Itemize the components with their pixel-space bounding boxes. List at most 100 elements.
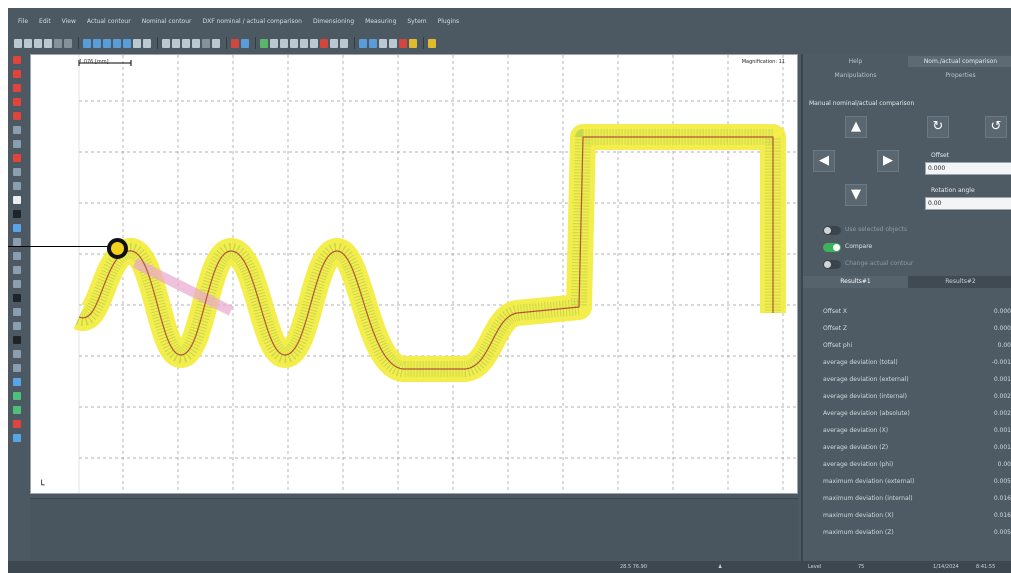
symmetry-tool-icon[interactable] xyxy=(13,182,21,190)
chamfer-tool-icon[interactable] xyxy=(13,322,21,330)
tab-nominal-actual-comparison[interactable]: Nom./actual comparison xyxy=(908,56,1011,67)
menu-nominal-contour[interactable]: Nominal contour xyxy=(141,18,192,25)
menu-file[interactable]: File xyxy=(18,18,29,25)
info-icon[interactable] xyxy=(359,38,367,48)
text-tool-icon[interactable] xyxy=(13,196,21,204)
move-right-button[interactable]: ▶ xyxy=(877,150,899,172)
tab-properties[interactable]: Properties xyxy=(945,72,976,79)
step-tool-icon[interactable] xyxy=(13,252,21,260)
cone-tool-icon[interactable] xyxy=(13,364,21,372)
result-row: average deviation (X) 0.001 xyxy=(823,427,1011,434)
rotate-clockwise-button[interactable]: ↻ xyxy=(927,116,949,138)
zoom-level-label[interactable]: Level xyxy=(808,564,822,570)
rotation-angle-input[interactable]: 0.00 xyxy=(925,197,1011,210)
menu-system[interactable]: Sytem xyxy=(407,18,427,25)
menu-view[interactable]: View xyxy=(61,18,76,25)
intersection-icon[interactable] xyxy=(300,38,308,48)
star-icon[interactable] xyxy=(409,38,417,48)
camera-icon[interactable] xyxy=(241,38,249,48)
edge-tool-icon[interactable] xyxy=(13,224,21,232)
zoom-fit-icon[interactable] xyxy=(103,38,111,48)
use-selected-objects-toggle[interactable] xyxy=(823,226,841,235)
distance-icon[interactable] xyxy=(310,38,318,48)
rotate-counterclockwise-button[interactable]: ↺ xyxy=(985,116,1007,138)
export-icon[interactable] xyxy=(64,38,72,48)
line-tool-icon[interactable] xyxy=(13,70,21,78)
stop-icon[interactable] xyxy=(231,38,239,48)
groove-tool-icon[interactable] xyxy=(13,280,21,288)
point-tool-icon[interactable] xyxy=(13,56,21,64)
compare-toggle[interactable] xyxy=(823,243,841,252)
tolerance-tool-icon[interactable] xyxy=(13,392,21,400)
slope-tool-icon[interactable] xyxy=(13,350,21,358)
filter-icon[interactable] xyxy=(270,38,278,48)
tab-help[interactable]: Help xyxy=(848,58,863,65)
zoom-percent-label[interactable]: 75 xyxy=(858,564,865,570)
delete-icon[interactable] xyxy=(320,38,328,48)
menu-measuring[interactable]: Measuring xyxy=(365,18,397,25)
move-down-button[interactable]: ▼ xyxy=(845,184,867,206)
new-file-icon[interactable] xyxy=(14,38,22,48)
distance-tool-icon[interactable] xyxy=(13,140,21,148)
redraw-icon[interactable] xyxy=(143,38,151,48)
save-icon[interactable] xyxy=(34,38,42,48)
plugin-icon[interactable] xyxy=(428,38,436,48)
measure-angle-icon[interactable] xyxy=(202,38,210,48)
select-icon[interactable] xyxy=(162,38,170,48)
rotate-clockwise-icon: ↻ xyxy=(932,119,944,134)
settings-icon[interactable] xyxy=(369,38,377,48)
contour-tool-icon[interactable] xyxy=(13,210,21,218)
export-tool-icon[interactable] xyxy=(13,434,21,442)
change-actual-contour-toggle[interactable] xyxy=(823,260,841,269)
measure-circle-icon[interactable] xyxy=(192,38,200,48)
tab-results-2[interactable]: Results#2 xyxy=(908,276,1011,288)
profile-tool-icon[interactable] xyxy=(13,266,21,274)
triangle-tool-icon[interactable] xyxy=(13,378,21,386)
hole-tool-icon[interactable] xyxy=(13,294,21,302)
grid-icon[interactable] xyxy=(340,38,348,48)
measurement-canvas[interactable]: └ 1.076 [mm] Magnification: 11 xyxy=(30,54,798,494)
tab-results-1[interactable]: Results#1 xyxy=(803,276,908,288)
pan-icon[interactable] xyxy=(133,38,141,48)
tab-manipulations[interactable]: Manipulations xyxy=(834,72,877,79)
menu-actual-contour[interactable]: Actual contour xyxy=(86,18,131,25)
result-row: average deviation (total) -0.001 xyxy=(823,359,1011,366)
menu-plugins[interactable]: Plugins xyxy=(437,18,460,25)
measure-line-icon[interactable] xyxy=(182,38,190,48)
offset-input[interactable]: 0.000 xyxy=(925,162,1011,175)
save-as-icon[interactable] xyxy=(44,38,52,48)
filter-tool-icon[interactable] xyxy=(13,238,21,246)
angle-tool-icon[interactable] xyxy=(13,126,21,134)
frame-tool-icon[interactable] xyxy=(13,336,21,344)
document-icon[interactable] xyxy=(379,38,387,48)
thread-tool-icon[interactable] xyxy=(13,308,21,316)
print-icon[interactable] xyxy=(54,38,62,48)
tangent-tool-icon[interactable] xyxy=(13,168,21,176)
offset-label: Offset xyxy=(931,152,950,159)
zoom-previous-icon[interactable] xyxy=(123,38,131,48)
menu-dimensioning[interactable]: Dimensioning xyxy=(312,18,355,25)
menu-edit[interactable]: Edit xyxy=(39,18,51,25)
radius-tool-icon[interactable] xyxy=(13,112,21,120)
report-icon[interactable] xyxy=(212,38,220,48)
toolbar-separator xyxy=(78,37,79,49)
database-icon[interactable] xyxy=(389,38,397,48)
open-file-icon[interactable] xyxy=(24,38,32,48)
circle-tool-icon[interactable] xyxy=(13,84,21,92)
compare-tool-icon[interactable] xyxy=(13,406,21,414)
arc-tool-icon[interactable] xyxy=(13,98,21,106)
measure-point-icon[interactable] xyxy=(172,38,180,48)
layer-icon[interactable] xyxy=(330,38,338,48)
fit-line-icon[interactable] xyxy=(280,38,288,48)
intersection-tool-icon[interactable] xyxy=(13,154,21,162)
fit-arc-icon[interactable] xyxy=(290,38,298,48)
contour-icon[interactable] xyxy=(260,38,268,48)
report-tool-icon[interactable] xyxy=(13,420,21,428)
zoom-window-icon[interactable] xyxy=(113,38,121,48)
menu-dxf-comparison[interactable]: DXF nominal / actual comparison xyxy=(202,18,302,25)
zoom-in-icon[interactable] xyxy=(83,38,91,48)
zoom-out-icon[interactable] xyxy=(93,38,101,48)
move-left-button[interactable]: ◀ xyxy=(813,150,835,172)
move-up-button[interactable]: ▲ xyxy=(845,116,867,138)
flag-icon[interactable] xyxy=(399,38,407,48)
